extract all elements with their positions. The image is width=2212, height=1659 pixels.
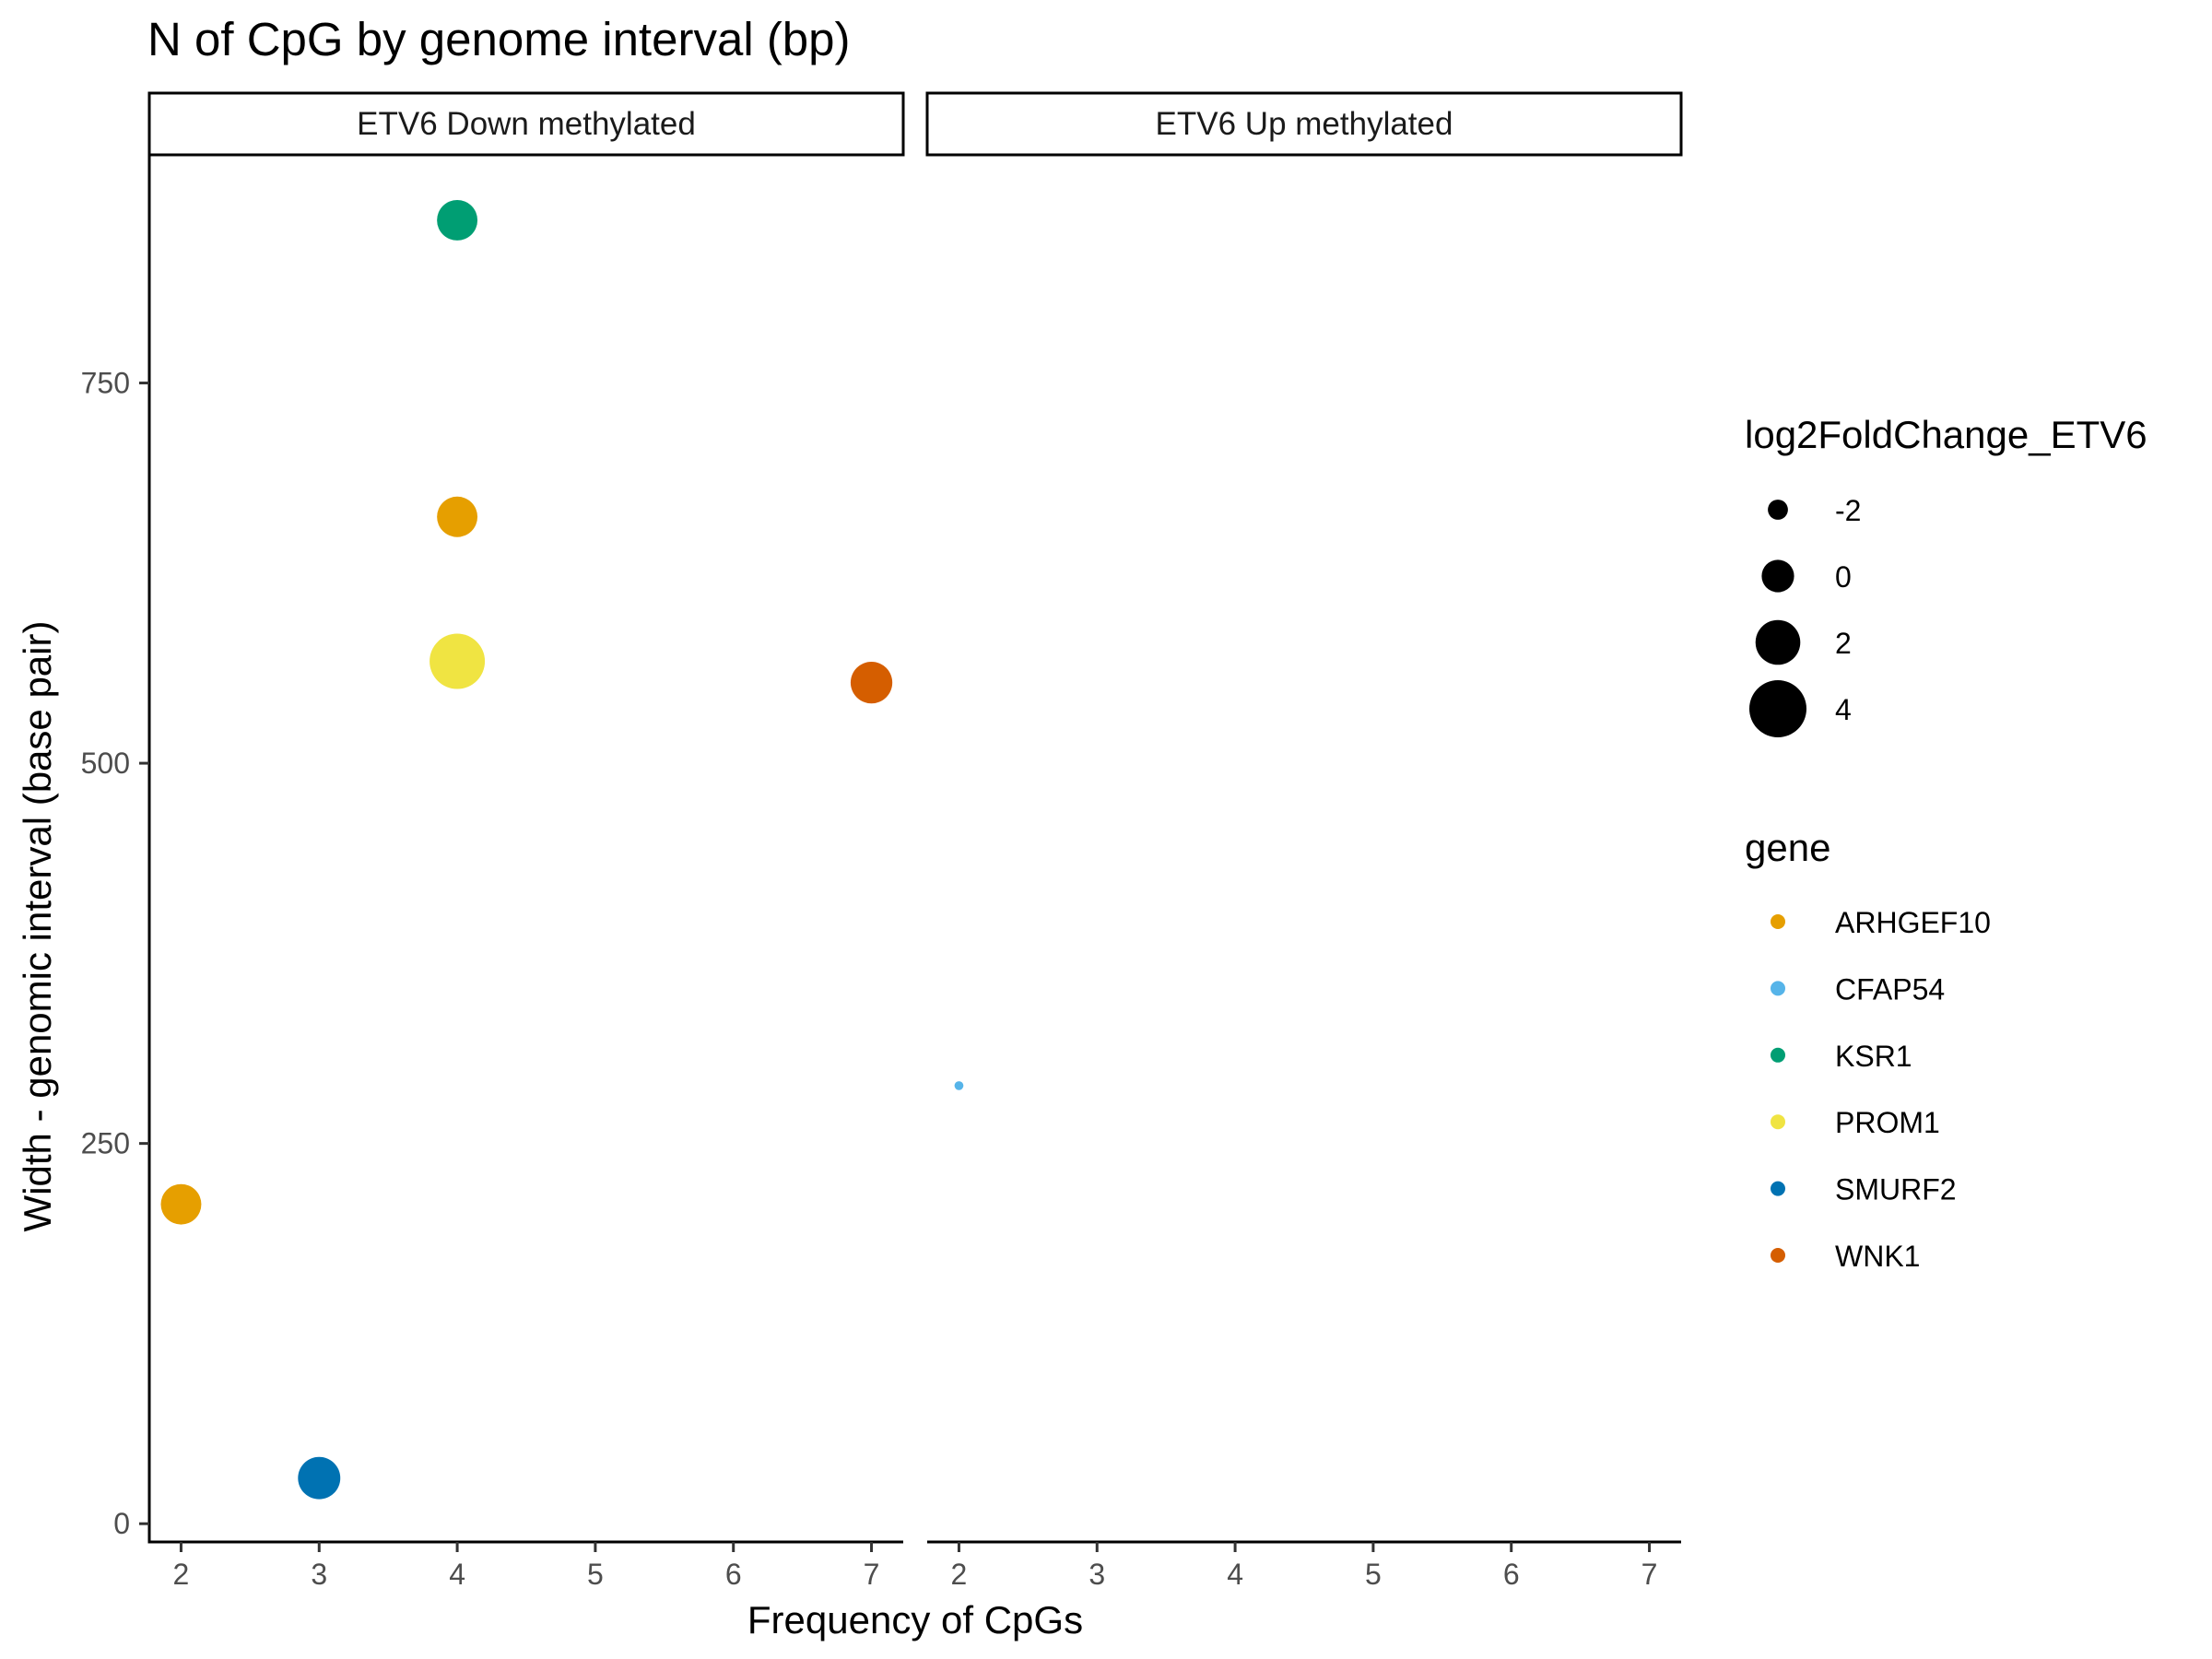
size-legend-label: -2 bbox=[1835, 494, 1861, 527]
plot-area-down: 2 3 4 5 6 7 KSR1 (4, 857) ARHGEF10 (4, 662) PROM… bbox=[149, 200, 903, 1591]
x-tick-label: 5 bbox=[1365, 1558, 1382, 1591]
size-legend-key bbox=[1768, 500, 1788, 520]
size-legend-title: log2FoldChange_ETV6 bbox=[1745, 413, 2147, 456]
y-tick-label: 250 bbox=[81, 1127, 130, 1160]
data-point-wnk1: WNK1 (7, 553) bbox=[850, 662, 893, 704]
y-tick-label: 0 bbox=[113, 1507, 130, 1540]
facet-label-up: ETV6 Up methylated bbox=[1156, 106, 1453, 142]
color-legend-label: WNK1 bbox=[1835, 1240, 1920, 1273]
x-axis-title: Frequency of CpGs bbox=[747, 1598, 1083, 1641]
x-tick-label: 4 bbox=[449, 1558, 465, 1591]
size-legend-key bbox=[1749, 680, 1806, 737]
x-tick-label: 5 bbox=[587, 1558, 604, 1591]
x-tick-label: 7 bbox=[1641, 1558, 1658, 1591]
color-legend-label: SMURF2 bbox=[1835, 1173, 1957, 1206]
size-legend: log2FoldChange_ETV6 -2 0 2 4 bbox=[1745, 413, 2147, 737]
color-legend-key-smurf2 bbox=[1771, 1181, 1785, 1196]
color-legend-label: PROM1 bbox=[1835, 1106, 1940, 1139]
color-legend-key-ksr1 bbox=[1771, 1047, 1785, 1063]
data-point-cfap54: CFAP54 (2, 288) bbox=[954, 1081, 964, 1090]
y-tick-label: 750 bbox=[81, 367, 130, 400]
color-legend-label: CFAP54 bbox=[1835, 972, 1945, 1006]
x-tick-label: 6 bbox=[1503, 1558, 1520, 1591]
facet-strip-down bbox=[147, 91, 905, 157]
x-tick-label: 2 bbox=[951, 1558, 968, 1591]
x-tick-label: 4 bbox=[1227, 1558, 1243, 1591]
size-legend-label: 4 bbox=[1835, 693, 1852, 726]
color-legend-key-arhgef10 bbox=[1771, 914, 1785, 929]
size-legend-key bbox=[1755, 619, 1801, 665]
color-legend-key-wnk1 bbox=[1771, 1248, 1785, 1263]
x-tick-label: 6 bbox=[725, 1558, 742, 1591]
color-legend-key-cfap54 bbox=[1771, 981, 1785, 996]
size-legend-label: 2 bbox=[1835, 627, 1852, 660]
x-tick-label: 3 bbox=[1088, 1558, 1105, 1591]
facet-strip-up bbox=[925, 91, 1683, 157]
color-legend-label: KSR1 bbox=[1835, 1040, 1912, 1073]
x-tick-label: 3 bbox=[311, 1558, 327, 1591]
size-legend-label: 0 bbox=[1835, 560, 1852, 594]
chart-title: N of CpG by genome interval (bp) bbox=[147, 13, 851, 65]
x-tick-label: 7 bbox=[864, 1558, 880, 1591]
facet-label-down: ETV6 Down methylated bbox=[357, 106, 696, 142]
y-axis: 0 250 500 750 bbox=[81, 155, 151, 1544]
data-point-arhgef10: ARHGEF10 (2, 210) bbox=[160, 1183, 202, 1225]
color-legend-key-prom1 bbox=[1771, 1114, 1785, 1130]
y-tick-label: 500 bbox=[81, 747, 130, 780]
data-point-arhgef10: ARHGEF10 (4, 662) bbox=[437, 496, 478, 537]
plot-area-up: 2 3 4 5 6 7 CFAP54 (2, 288) bbox=[927, 1081, 1681, 1591]
color-legend-items: ARHGEF10 CFAP54 KSR1 PROM1 SMURF2 WNK1 bbox=[1771, 906, 1991, 1273]
color-legend: gene ARHGEF10 CFAP54 KSR1 PROM1 SMURF2 WNK1 bbox=[1745, 826, 1991, 1273]
y-axis-title: Width - genomic interval (base pair) bbox=[16, 621, 59, 1232]
data-point-smurf2: SMURF2 (3, 30) bbox=[298, 1456, 341, 1500]
data-point-ksr1: KSR1 (4, 857) bbox=[437, 200, 478, 241]
panel-down-methylated: ETV6 Down methylated 2 3 4 5 6 7 KSR1 (4, 857)… bbox=[147, 91, 905, 1591]
color-legend-label: ARHGEF10 bbox=[1835, 906, 1991, 939]
color-legend-title: gene bbox=[1745, 826, 1830, 869]
data-point-prom1: PROM1 (4, 567) bbox=[429, 633, 486, 689]
size-legend-items: -2 0 2 4 bbox=[1749, 494, 1861, 737]
size-legend-key bbox=[1761, 559, 1794, 593]
panel-up-methylated: ETV6 Up methylated 2 3 4 5 6 7 CFAP54 (2, 288) bbox=[925, 91, 1683, 1591]
x-tick-label: 2 bbox=[173, 1558, 190, 1591]
